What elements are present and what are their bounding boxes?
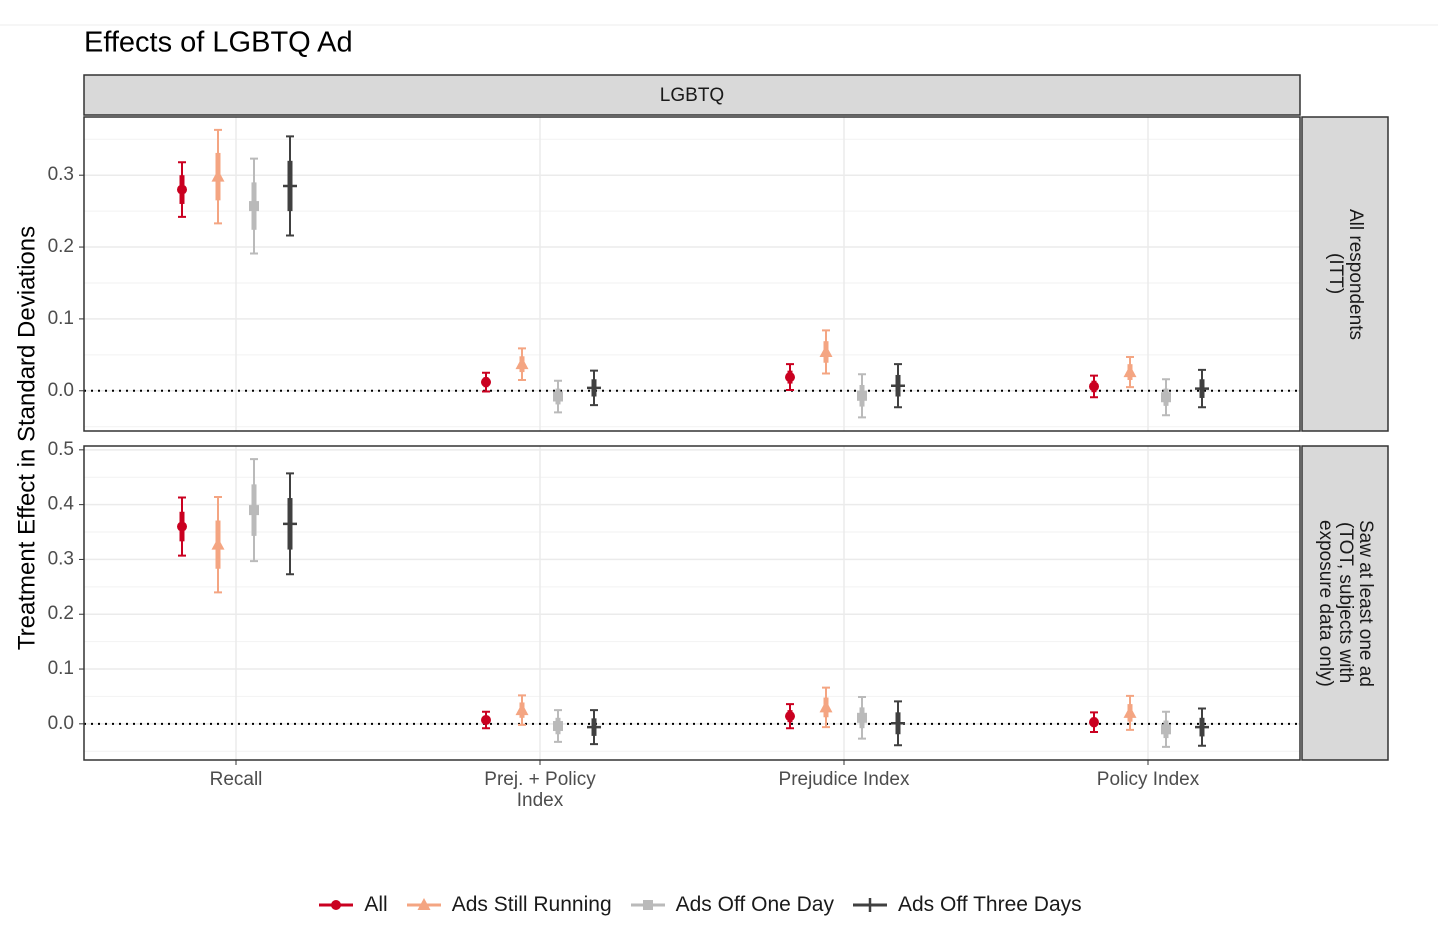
point [857, 712, 867, 723]
legend-item: Ads Off One Day [630, 893, 834, 917]
point [785, 711, 795, 722]
point [515, 703, 529, 716]
point [891, 716, 905, 731]
point [587, 380, 601, 395]
point [553, 721, 563, 732]
legend-swatch [630, 900, 665, 910]
legend-label: Ads Off Three Days [897, 893, 1082, 916]
point [417, 898, 431, 910]
panel-border [83, 445, 1301, 761]
point [283, 516, 297, 531]
point [857, 390, 867, 401]
legend-swatch [852, 898, 887, 912]
x-tick-label: Prej. + Policy Index [484, 769, 596, 811]
point [1089, 717, 1099, 728]
legend-item: Ads Still Running [406, 893, 612, 917]
legend-label: Ads Still Running [451, 893, 612, 916]
panel-border [83, 116, 1301, 432]
point [331, 900, 342, 910]
y-tick-label: 0.3 [48, 548, 74, 569]
point [553, 391, 563, 402]
legend-label: All [364, 893, 388, 916]
point [785, 372, 795, 383]
point [1195, 720, 1209, 735]
point [642, 900, 653, 910]
row-label: Saw at least one ad (TOT, subjects with … [1315, 519, 1376, 687]
point [249, 201, 259, 212]
point [211, 169, 225, 182]
point [177, 184, 187, 195]
row-label: All respondents (ITT) [1325, 208, 1366, 340]
row-strip-box [1301, 445, 1389, 761]
y-tick-label: 0.3 [48, 164, 74, 185]
legend-item: Ads Off Three Days [852, 893, 1082, 917]
y-tick-label: 0.0 [48, 380, 74, 401]
point [819, 700, 833, 713]
point [891, 378, 905, 393]
point [481, 377, 491, 388]
point [481, 714, 491, 725]
legend-swatch [406, 898, 441, 910]
point [1089, 381, 1099, 392]
point [249, 505, 259, 516]
point [515, 357, 529, 370]
y-tick-label: 0.4 [48, 494, 75, 515]
column-label: LGBTQ [660, 85, 724, 106]
point [819, 344, 833, 357]
point [587, 720, 601, 735]
point [862, 898, 877, 912]
legend: All Ads Still Running Ads Off One Day Ads O… [0, 893, 1400, 917]
row-strip-box [1301, 116, 1389, 432]
x-tick-label: Recall [209, 769, 263, 790]
point [1123, 705, 1137, 718]
y-tick-label: 0.1 [48, 308, 74, 329]
y-axis-title: Treatment Effect in Standard Deviations [13, 226, 40, 650]
y-tick-label: 0.2 [48, 603, 74, 624]
chart-title: Effects of LGBTQ Ad [84, 27, 353, 59]
point [283, 178, 297, 193]
legend-label: Ads Off One Day [675, 893, 834, 916]
point [1123, 365, 1137, 378]
point [211, 537, 225, 550]
panel-background [84, 117, 1300, 431]
x-tick-label: Prejudice Index [778, 769, 910, 790]
y-tick-label: 0.0 [48, 713, 74, 734]
x-tick-label: Policy Index [1096, 769, 1200, 790]
legend-swatch [319, 900, 354, 910]
point [1161, 724, 1171, 735]
panel-background [84, 446, 1300, 760]
point [1195, 381, 1209, 396]
point [1161, 392, 1171, 403]
y-tick-label: 0.1 [48, 658, 74, 679]
column-strip [83, 74, 1301, 116]
point [177, 521, 187, 532]
legend-item: All [318, 893, 388, 917]
y-tick-label: 0.5 [48, 439, 74, 460]
y-tick-label: 0.2 [48, 236, 74, 257]
